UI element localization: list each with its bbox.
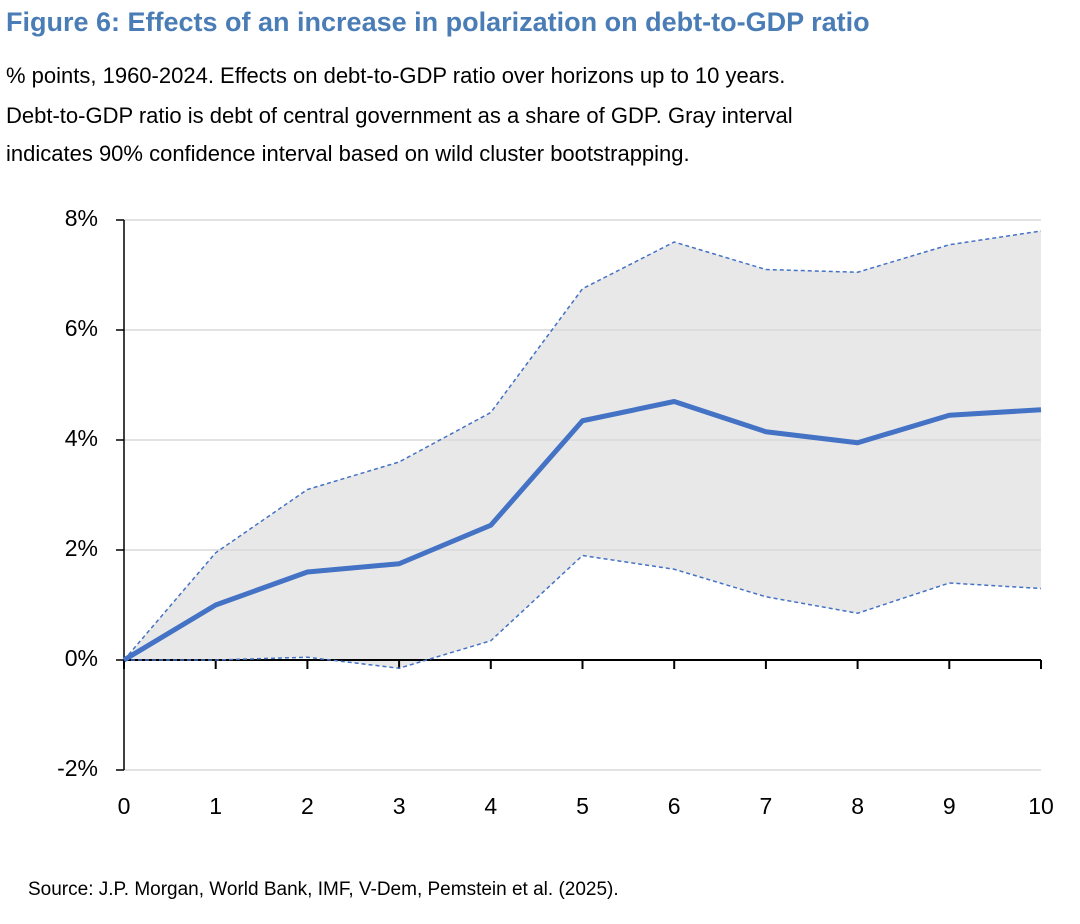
x-tick-label: 4 [484, 793, 497, 819]
x-tick-label: 8 [851, 793, 864, 819]
subtitle: % points, 1960-2024. Effects on debt-to-… [6, 63, 785, 88]
x-tick-label: 2 [301, 793, 314, 819]
y-tick-label: 0% [65, 645, 98, 671]
x-tick-label: 0 [118, 793, 131, 819]
x-tick-label: 9 [943, 793, 956, 819]
x-tick-label: 6 [668, 793, 681, 819]
chart-title: Figure 6: Effects of an increase in pola… [6, 7, 870, 37]
y-tick-label: 2% [65, 535, 98, 561]
x-tick-label: 3 [393, 793, 406, 819]
line [122, 399, 1042, 663]
x-tick-label: 10 [1028, 793, 1054, 819]
subtitle: Debt-to-GDP ratio is debt of central gov… [6, 103, 793, 128]
y-tick-label: 8% [65, 205, 98, 231]
subtitle: indicates 90% confidence interval based … [6, 141, 690, 166]
y-tick-label: 6% [65, 315, 98, 341]
source: Source: J.P. Morgan, World Bank, IMF, V-… [28, 879, 619, 900]
x-tick-label: 7 [760, 793, 773, 819]
x-tick-label: 5 [576, 793, 589, 819]
y-tick-label: 4% [65, 425, 98, 451]
x-tick-label: 1 [209, 793, 222, 819]
y-tick-label: -2% [57, 755, 98, 781]
confidence-band [124, 231, 1041, 669]
